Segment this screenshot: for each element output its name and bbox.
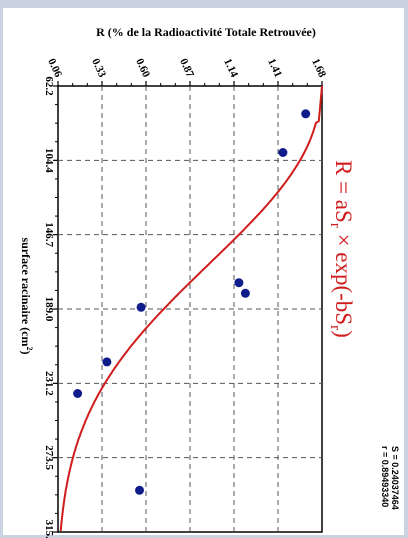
data-point [278,148,288,157]
grid [58,86,322,532]
data-point [102,357,112,367]
s-axis-title: surface racinaire (cm2) [19,237,34,354]
fit-curve [59,85,323,532]
tick-label-s: 146.7 [43,222,55,247]
tick-label-s: 62.2 [43,76,55,96]
data-point [240,288,250,298]
tick-label-s: 273.5 [43,445,55,470]
data-point [136,302,146,312]
data-point [301,109,311,119]
stat-s: S = 0.24037464 [390,446,400,510]
plot-area: 0.06 0.33 0.60 0.87 1.14 1.41 1.6862.2104.4146… [43,57,328,538]
tick-label-s: 315.7 [43,520,55,538]
fit-equation: R = aSr × exp(-bSr) [327,160,356,338]
stat-r: r = 0.89493340 [380,446,390,507]
paper [3,8,404,535]
data-points [73,109,311,495]
tick-label-s: 189.0 [43,297,55,322]
data-point [73,389,83,398]
data-point [234,278,244,288]
tick-label-s: 104.4 [43,148,55,173]
tick-label-s: 231.2 [43,371,55,396]
data-point [135,485,144,495]
r-axis-title: R (% de la Radioactivité Totale Retrouvé… [96,25,316,39]
